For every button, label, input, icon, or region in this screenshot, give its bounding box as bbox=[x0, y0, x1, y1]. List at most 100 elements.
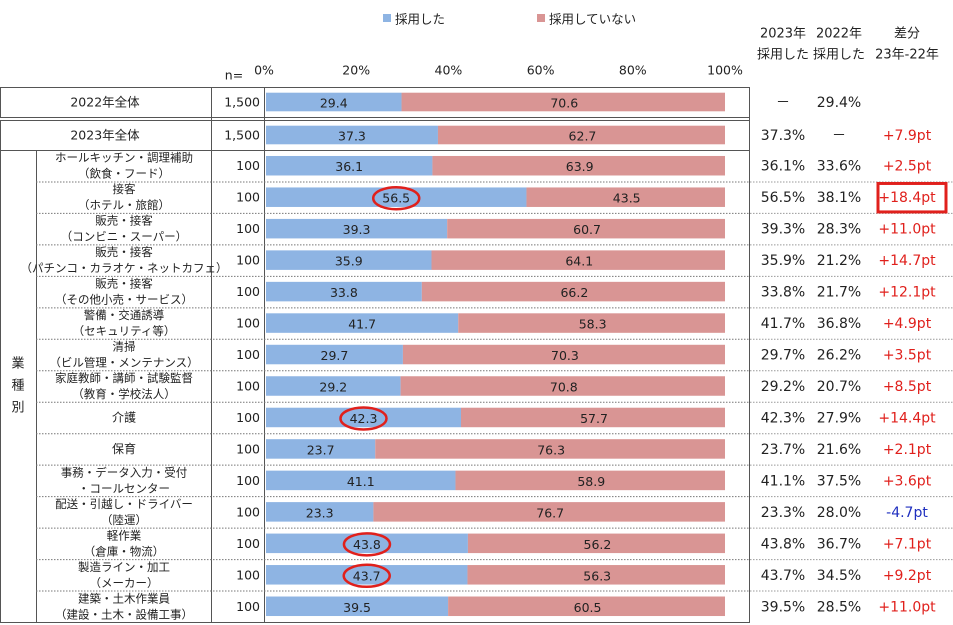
bar-adopted bbox=[266, 281, 422, 302]
value-diff: +14.4pt bbox=[878, 410, 936, 426]
row-label-line2: ・コールセンター bbox=[78, 481, 170, 495]
row-label-line1: 家庭教師・講師・試験監督 bbox=[55, 371, 193, 385]
bar-adopted bbox=[266, 502, 374, 522]
row-n-value: 100 bbox=[236, 599, 260, 614]
bar-not-adopted bbox=[431, 250, 725, 270]
right-header-line2: 23年-22年 bbox=[875, 48, 939, 63]
bar-label-adopted: 56.5 bbox=[382, 191, 410, 206]
bar-label-not-adopted: 70.8 bbox=[550, 380, 578, 395]
bar-adopted bbox=[266, 533, 468, 554]
bar-adopted bbox=[266, 92, 402, 112]
value-diff: +14.7pt bbox=[878, 253, 936, 269]
legend-label-adopted: 採用した bbox=[395, 12, 445, 27]
bar-label-not-adopted: 56.3 bbox=[583, 568, 611, 583]
value-diff: +3.6pt bbox=[883, 473, 932, 489]
value-2023: 41.7% bbox=[761, 316, 805, 332]
right-header-line1: 2022年 bbox=[816, 27, 862, 42]
bar-not-adopted bbox=[526, 187, 725, 207]
value-2023: 39.3% bbox=[761, 222, 805, 238]
row-label-line2: （ホテル・旅館） bbox=[78, 198, 170, 212]
value-2023: － bbox=[776, 95, 790, 111]
bar-adopted bbox=[266, 344, 403, 365]
legend-label-not-adopted: 採用していない bbox=[549, 12, 636, 27]
row-label-line2: （メーカー） bbox=[90, 576, 159, 590]
row-label: 保育 bbox=[112, 441, 136, 456]
group-label-char: 業 bbox=[11, 356, 24, 372]
row-n-value: 100 bbox=[236, 379, 260, 394]
bar-adopted bbox=[266, 565, 468, 585]
group-label-char: 種 bbox=[11, 378, 24, 394]
row-n-value: 100 bbox=[236, 347, 260, 362]
axis-tick-label: 100% bbox=[707, 63, 743, 78]
row-label-line1: 事務・データ入力・受付 bbox=[61, 465, 188, 479]
bar-label-adopted: 43.8 bbox=[353, 537, 381, 552]
value-diff: -4.7pt bbox=[886, 505, 928, 521]
value-2022: 21.6% bbox=[817, 442, 861, 458]
bar-adopted bbox=[266, 250, 432, 270]
row-n-value: 1,500 bbox=[224, 128, 260, 143]
row-label-line1: 販売・接客 bbox=[95, 245, 153, 259]
bar-label-adopted: 39.5 bbox=[343, 600, 371, 615]
row-label: 2023年全体 bbox=[70, 128, 140, 143]
row-n-value: 100 bbox=[236, 504, 260, 519]
value-2023: 29.2% bbox=[761, 379, 805, 395]
right-header-line2: 採用した bbox=[813, 48, 865, 63]
row-n-value: 1,500 bbox=[224, 95, 260, 110]
legend-swatch-not-adopted bbox=[537, 14, 545, 22]
row-label-line2: （パチンコ・カラオケ・ネットカフェ） bbox=[21, 261, 228, 275]
value-2022: 28.3% bbox=[817, 222, 861, 238]
value-diff: +2.5pt bbox=[883, 159, 932, 175]
row-label-line2: （建設・土木・設備工事） bbox=[55, 607, 193, 621]
bar-label-adopted: 41.7 bbox=[348, 317, 376, 332]
bar-not-adopted bbox=[373, 502, 725, 522]
bar-adopted bbox=[266, 187, 527, 207]
bar-label-not-adopted: 70.3 bbox=[551, 348, 579, 363]
value-2022: 34.5% bbox=[817, 568, 861, 584]
bar-label-not-adopted: 62.7 bbox=[569, 129, 597, 144]
value-2023: 33.8% bbox=[761, 285, 805, 301]
value-2022: 36.8% bbox=[817, 316, 861, 332]
bar-adopted bbox=[266, 470, 456, 491]
bar-adopted bbox=[266, 155, 433, 176]
bar-label-adopted: 29.4 bbox=[320, 96, 348, 111]
axis-tick-label: 0% bbox=[254, 63, 274, 78]
bar-label-adopted: 39.3 bbox=[343, 222, 371, 237]
bar-not-adopted bbox=[401, 92, 725, 112]
value-diff: +7.9pt bbox=[883, 128, 932, 144]
bar-not-adopted bbox=[467, 533, 725, 554]
row-n-value: 100 bbox=[236, 158, 260, 173]
row-label-line1: 建築・土木作業員 bbox=[78, 591, 170, 605]
axis-tick-label: 80% bbox=[619, 63, 647, 78]
bar-label-not-adopted: 66.2 bbox=[560, 285, 588, 300]
value-diff: +11.0pt bbox=[878, 599, 936, 615]
value-2022: 26.2% bbox=[817, 348, 861, 364]
right-header-line1: 2023年 bbox=[760, 27, 806, 42]
row-label-line1: 販売・接客 bbox=[95, 277, 153, 291]
value-2023: 29.7% bbox=[761, 348, 805, 364]
highlight-circle bbox=[342, 563, 391, 589]
bar-adopted bbox=[266, 407, 462, 428]
bar-not-adopted bbox=[421, 281, 725, 302]
bar-not-adopted bbox=[467, 565, 725, 585]
row-n-value: 100 bbox=[236, 253, 260, 268]
bar-adopted bbox=[266, 596, 449, 617]
row-label: 2022年全体 bbox=[70, 95, 140, 110]
axis-tick-label: 40% bbox=[435, 63, 463, 78]
bar-label-adopted: 33.8 bbox=[330, 285, 358, 300]
n-label: n= bbox=[225, 68, 243, 83]
value-diff: +3.5pt bbox=[883, 348, 932, 364]
bar-label-not-adopted: 76.7 bbox=[536, 505, 564, 520]
value-2022: 36.7% bbox=[817, 536, 861, 552]
value-2022: 21.7% bbox=[817, 285, 861, 301]
value-diff: +4.9pt bbox=[883, 316, 932, 332]
bar-not-adopted bbox=[461, 407, 725, 428]
row-n-value: 100 bbox=[236, 567, 260, 582]
bar-not-adopted bbox=[455, 470, 725, 491]
right-header-line2: 採用した bbox=[757, 48, 809, 63]
value-2022: 38.1% bbox=[817, 190, 861, 206]
axis-tick-label: 60% bbox=[527, 63, 555, 78]
row-label: 介護 bbox=[112, 409, 136, 424]
bar-not-adopted bbox=[402, 344, 725, 365]
bar-label-adopted: 35.9 bbox=[335, 254, 363, 269]
